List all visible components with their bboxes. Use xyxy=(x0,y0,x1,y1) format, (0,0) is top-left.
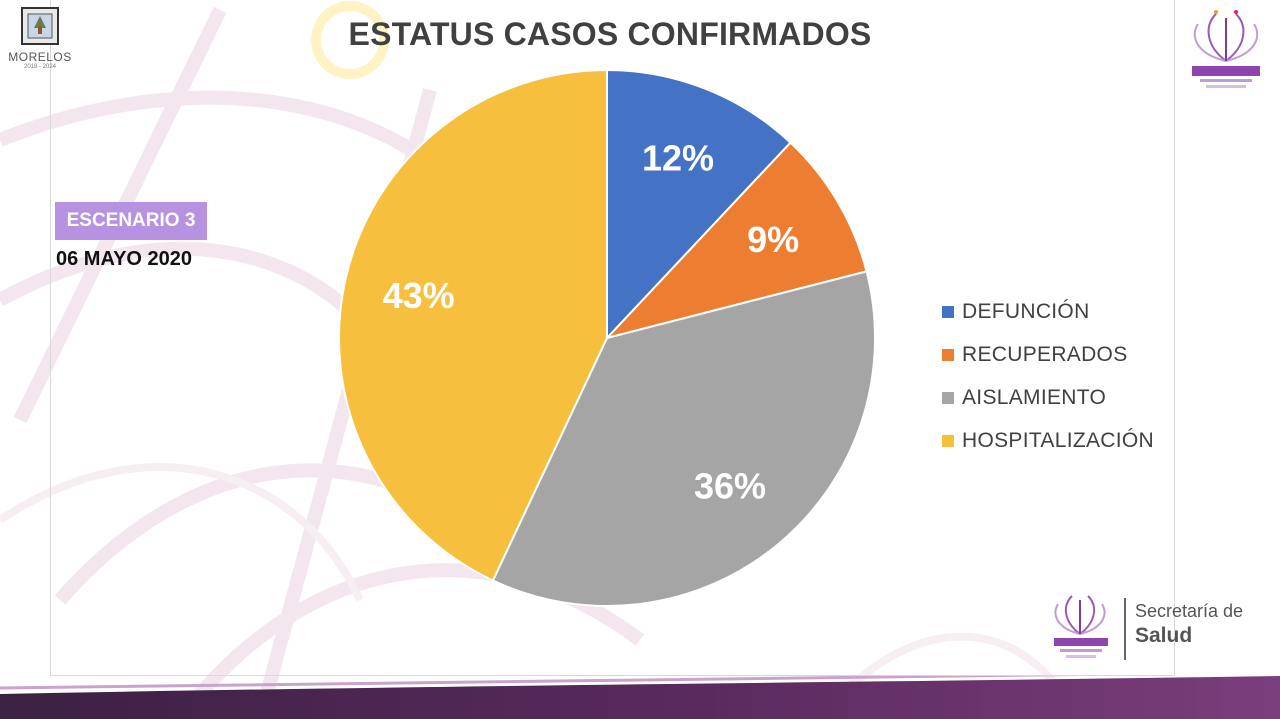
legend-item-0: DEFUNCIÓN xyxy=(942,290,1154,333)
scenario-badge: ESCENARIO 3 xyxy=(55,202,207,240)
pie-slice-3 xyxy=(338,68,608,582)
left-logo-years: 2018 - 2024 xyxy=(23,64,57,70)
seal-icon xyxy=(21,7,59,45)
legend-item-2: AISLAMIENTO xyxy=(942,376,1154,419)
legend-swatch-0 xyxy=(942,305,954,318)
chart-title: ESTATUS CASOS CONFIRMADOS xyxy=(348,16,872,52)
legend-label-1: RECUPERADOS xyxy=(962,342,1128,366)
secretaria-label: Secretaría de xyxy=(1135,601,1244,621)
pie-data-label-0: 12% xyxy=(642,138,714,179)
footer-separator xyxy=(1124,598,1126,660)
scenario-date: 06 MAYO 2020 xyxy=(56,248,193,270)
left-logo-name: MORELOS xyxy=(8,50,72,64)
legend-swatch-1 xyxy=(942,348,954,361)
chart-legend: DEFUNCIÓN RECUPERADOS AISLAMIENTO HOSPITALI… xyxy=(942,290,1154,462)
pie-slice-0 xyxy=(606,68,792,341)
legend-item-1: RECUPERADOS xyxy=(942,333,1154,376)
legend-label-2: AISLAMIENTO xyxy=(962,385,1107,409)
pie-data-label-1: 9% xyxy=(747,219,799,260)
legend-item-3: HOSPITALIZACIÓN xyxy=(942,419,1154,462)
legend-swatch-3 xyxy=(942,434,954,447)
slide-frame xyxy=(50,0,1175,676)
legend-label-3: HOSPITALIZACIÓN xyxy=(962,428,1154,452)
morelos-seal-logo: MORELOS 2018 - 2024 xyxy=(4,6,76,70)
pie-slice-2 xyxy=(491,270,876,607)
pie-data-label-2: 36% xyxy=(694,466,766,507)
legend-label-0: DEFUNCIÓN xyxy=(962,299,1090,323)
pie-data-label-3: 43% xyxy=(383,275,455,316)
morelos-flower-logo xyxy=(1192,10,1260,88)
pie-slice-1 xyxy=(603,141,868,340)
legend-swatch-2 xyxy=(942,391,954,404)
salud-label: Salud xyxy=(1135,624,1193,647)
footer-morelos-logo xyxy=(1054,595,1108,658)
bottom-band xyxy=(0,676,1280,719)
